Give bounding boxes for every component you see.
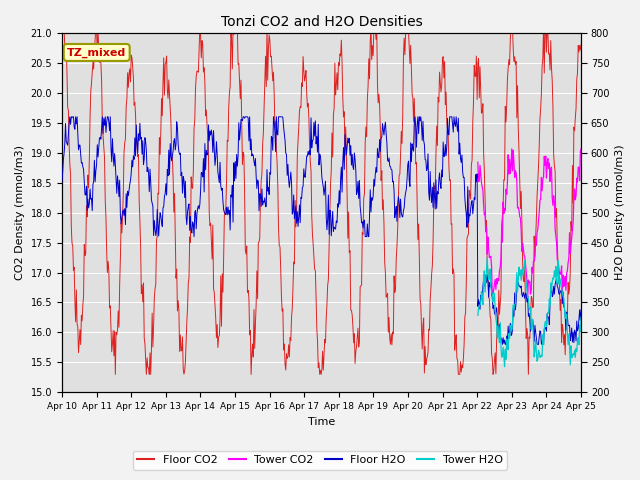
Title: Tonzi CO2 and H2O Densities: Tonzi CO2 and H2O Densities <box>221 15 422 29</box>
X-axis label: Time: Time <box>308 417 335 427</box>
Legend: Floor CO2, Tower CO2, Floor H2O, Tower H2O: Floor CO2, Tower CO2, Floor H2O, Tower H… <box>133 451 507 469</box>
Y-axis label: CO2 Density (mmol/m3): CO2 Density (mmol/m3) <box>15 145 25 280</box>
Text: TZ_mixed: TZ_mixed <box>67 48 126 58</box>
Y-axis label: H2O Density (mmol/m3): H2O Density (mmol/m3) <box>615 145 625 280</box>
